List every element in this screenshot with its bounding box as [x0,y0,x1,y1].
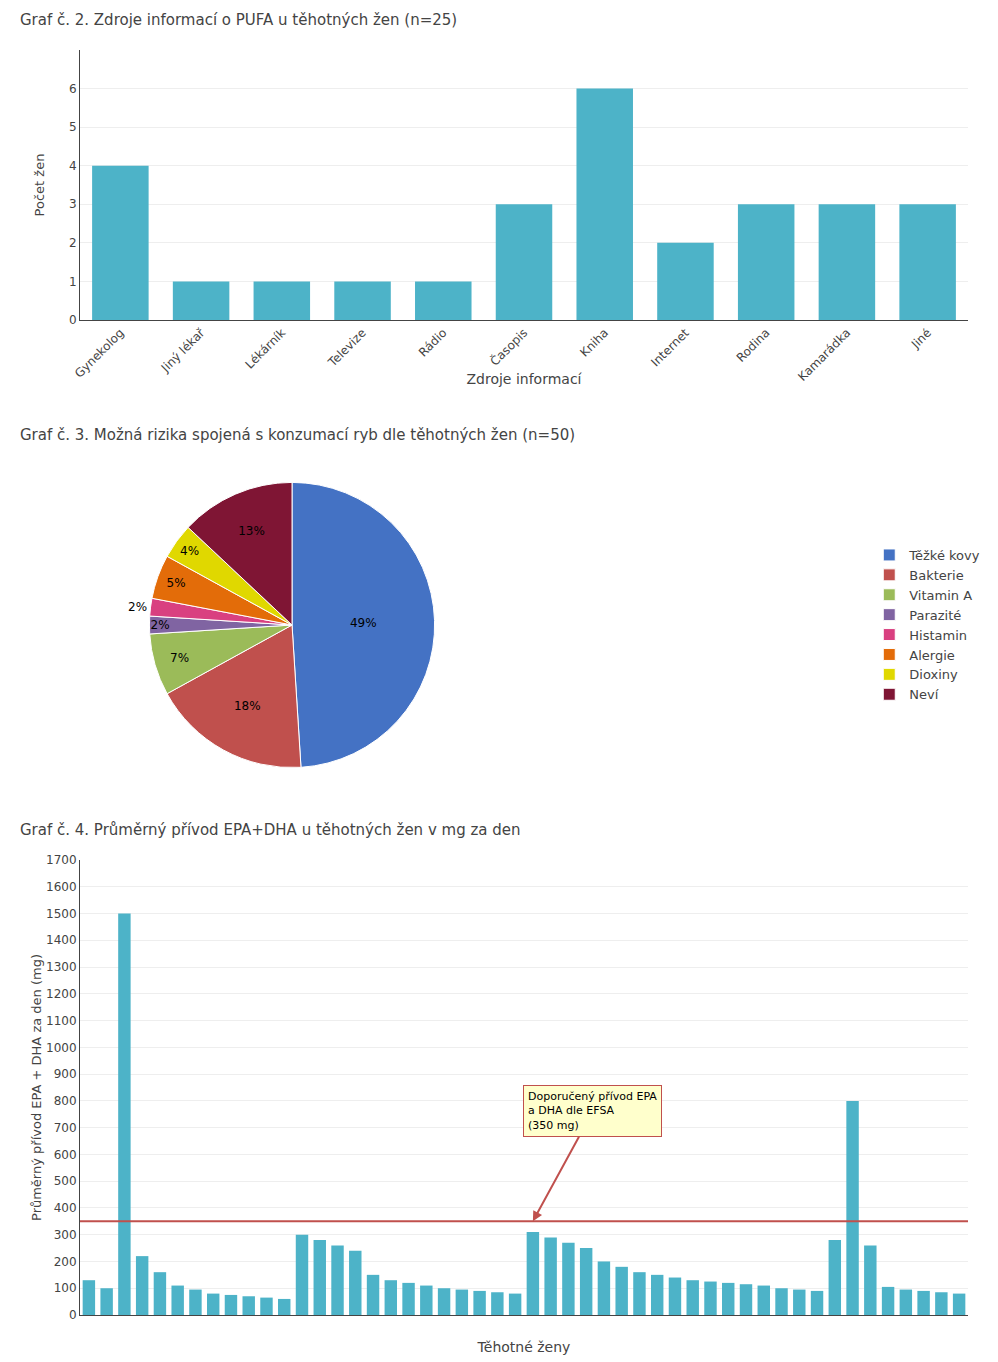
svg-text:2%: 2% [151,618,170,632]
svg-text:1100: 1100 [46,1014,77,1028]
svg-text:6: 6 [69,82,77,96]
svg-text:1500: 1500 [46,907,77,921]
svg-text:7%: 7% [170,651,189,665]
svg-text:Těhotné ženy: Těhotné ženy [477,1339,571,1355]
svg-text:Televize: Televize [325,326,369,370]
svg-text:2: 2 [69,236,77,250]
svg-text:Parazité: Parazité [909,608,961,623]
svg-text:Graf č. 4. Průměrný přívod EPA: Graf č. 4. Průměrný přívod EPA+DHA u těh… [20,821,521,839]
svg-text:Jiné: Jiné [908,326,934,352]
svg-text:Doporučený přívod EPAa DHA dle: Doporučený přívod EPAa DHA dle EFSA(350 … [528,1090,657,1132]
svg-text:5%: 5% [166,576,185,590]
svg-text:Časopis: Časopis [487,325,531,369]
svg-text:Kniha: Kniha [577,326,611,360]
svg-text:1400: 1400 [46,933,77,947]
svg-text:300: 300 [54,1228,77,1242]
svg-text:13%: 13% [238,524,265,538]
svg-text:Zdroje informací: Zdroje informací [466,371,582,387]
svg-text:Kamarádka: Kamarádka [795,326,853,384]
svg-text:2%: 2% [128,600,147,614]
svg-text:Histamin: Histamin [909,628,967,643]
svg-text:900: 900 [54,1067,77,1081]
svg-text:1: 1 [69,275,77,289]
svg-text:1300: 1300 [46,960,77,974]
svg-text:Průměrný přívod EPA + DHA za d: Průměrný přívod EPA + DHA za den (mg) [29,954,44,1221]
svg-text:Lékárník: Lékárník [243,326,289,372]
svg-text:1600: 1600 [46,880,77,894]
svg-text:1000: 1000 [46,1041,77,1055]
svg-text:200: 200 [54,1255,77,1269]
svg-text:18%: 18% [234,699,261,713]
svg-text:Graf č. 3. Možná rizika spojen: Graf č. 3. Možná rizika spojená s konzum… [20,426,575,444]
svg-text:Rodina: Rodina [734,326,773,365]
svg-text:1700: 1700 [46,853,77,867]
svg-text:Graf č. 2. Zdroje informací o: Graf č. 2. Zdroje informací o PUFA u těh… [20,11,457,29]
svg-text:500: 500 [54,1174,77,1188]
svg-text:0: 0 [69,1308,77,1322]
svg-text:Alergie: Alergie [909,648,954,663]
svg-text:100: 100 [54,1281,77,1295]
svg-text:3: 3 [69,197,77,211]
svg-text:4%: 4% [180,544,199,558]
svg-text:5: 5 [69,120,77,134]
svg-text:Jiný lékař: Jiný lékař [158,325,208,375]
svg-text:Dioxiny: Dioxiny [909,667,958,682]
svg-text:Rádio: Rádio [416,326,450,360]
svg-text:4: 4 [69,159,77,173]
svg-text:1200: 1200 [46,987,77,1001]
svg-text:700: 700 [54,1121,77,1135]
svg-text:Gynekolog: Gynekolog [72,326,127,381]
svg-text:400: 400 [54,1201,77,1215]
svg-text:Počet žen: Počet žen [32,154,47,217]
svg-text:Bakterie: Bakterie [909,568,963,583]
svg-text:0: 0 [69,313,77,327]
svg-text:Internet: Internet [648,326,692,370]
svg-text:49%: 49% [350,616,377,630]
svg-text:Vitamin A: Vitamin A [909,588,972,603]
svg-text:Těžké kovy: Těžké kovy [908,548,979,563]
svg-text:600: 600 [54,1148,77,1162]
svg-text:Neví: Neví [909,687,938,702]
svg-text:800: 800 [54,1094,77,1108]
